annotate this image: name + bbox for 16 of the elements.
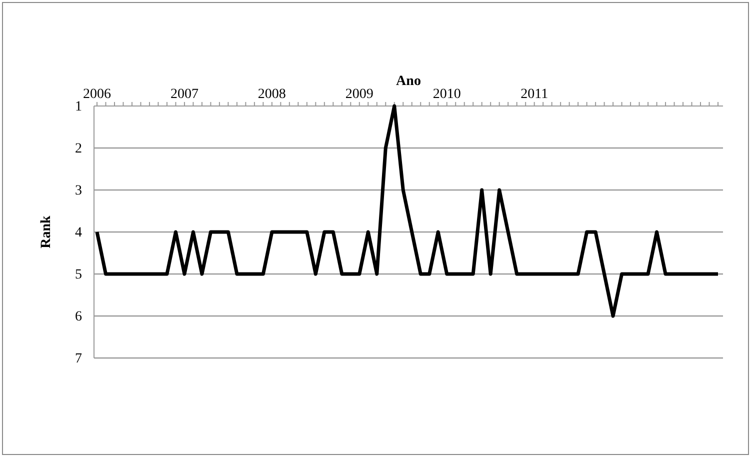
y-tick-label: 7 [75,351,82,366]
y-tick-label: 4 [75,225,82,240]
x-tick-label: 2008 [258,87,286,102]
x-tick-label: 2007 [170,87,198,102]
x-axis-title: Ano [396,74,421,89]
y-tick-label: 6 [75,309,82,324]
y-tick-label: 2 [75,141,82,156]
x-tick-label: 2011 [520,87,548,102]
line-series [95,104,720,318]
y-tick-label: 3 [75,183,82,198]
x-tick-label: 2010 [432,87,461,102]
y-tick-label: 1 [75,99,82,114]
y-tick-label: 5 [75,267,82,282]
x-tick-label: 2006 [83,87,111,102]
x-tick-label: 2009 [345,87,374,102]
y-axis-title: Rank [39,215,54,248]
